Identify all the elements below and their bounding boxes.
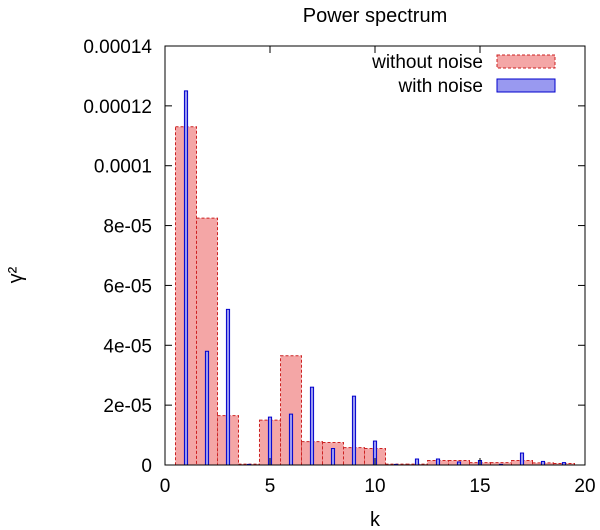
- x-tick-label: 20: [574, 476, 595, 497]
- x-tick-label: 15: [469, 476, 490, 497]
- legend: without noise with noise: [371, 52, 556, 97]
- y-tick-label: 2e-05: [103, 396, 152, 417]
- bar-with-noise: [204, 350, 210, 466]
- bar-with-noise: [330, 448, 336, 466]
- series-without-noise: [175, 126, 575, 466]
- y-tick-label: 0.0001: [94, 157, 152, 178]
- y-tick-label: 6e-05: [103, 276, 152, 297]
- x-axis-label: k: [370, 509, 381, 530]
- bar-with-noise: [540, 460, 546, 466]
- y-tick-label: 0: [141, 456, 152, 477]
- bar-with-noise: [288, 413, 294, 466]
- bar-with-noise: [309, 386, 315, 466]
- y-tick-label: 0.00012: [83, 97, 152, 118]
- y-axis-ticks: 0 2e-05 4e-05 6e-05 8e-05 0.0001 0.00012 0.0001…: [83, 37, 585, 477]
- bar-with-noise: [351, 395, 357, 466]
- y-tick-label: 8e-05: [103, 217, 152, 238]
- bar-with-noise: [435, 458, 441, 466]
- y-tick-label: 4e-05: [103, 336, 152, 357]
- legend-label-without-noise: without noise: [371, 52, 483, 73]
- y-axis-label: γ²: [5, 266, 27, 283]
- bar-with-noise: [414, 458, 420, 466]
- bar-with-noise: [267, 416, 273, 466]
- x-tick-label: 10: [364, 476, 385, 497]
- y-tick-label: 0.00014: [83, 37, 152, 58]
- x-tick-label: 0: [160, 476, 171, 497]
- legend-swatch-without-noise: [496, 54, 556, 69]
- x-tick-label: 5: [265, 476, 276, 497]
- bar-with-noise: [519, 452, 525, 466]
- bar-with-noise: [225, 308, 231, 466]
- chart-title: Power spectrum: [303, 5, 448, 27]
- bar-with-noise: [183, 90, 189, 466]
- bar-without-noise: [196, 217, 218, 466]
- legend-label-with-noise: with noise: [398, 76, 484, 97]
- series-with-noise: [183, 90, 567, 466]
- legend-swatch-with-noise: [496, 78, 556, 93]
- x-axis-ticks: 0 5 10 15 20: [160, 46, 596, 497]
